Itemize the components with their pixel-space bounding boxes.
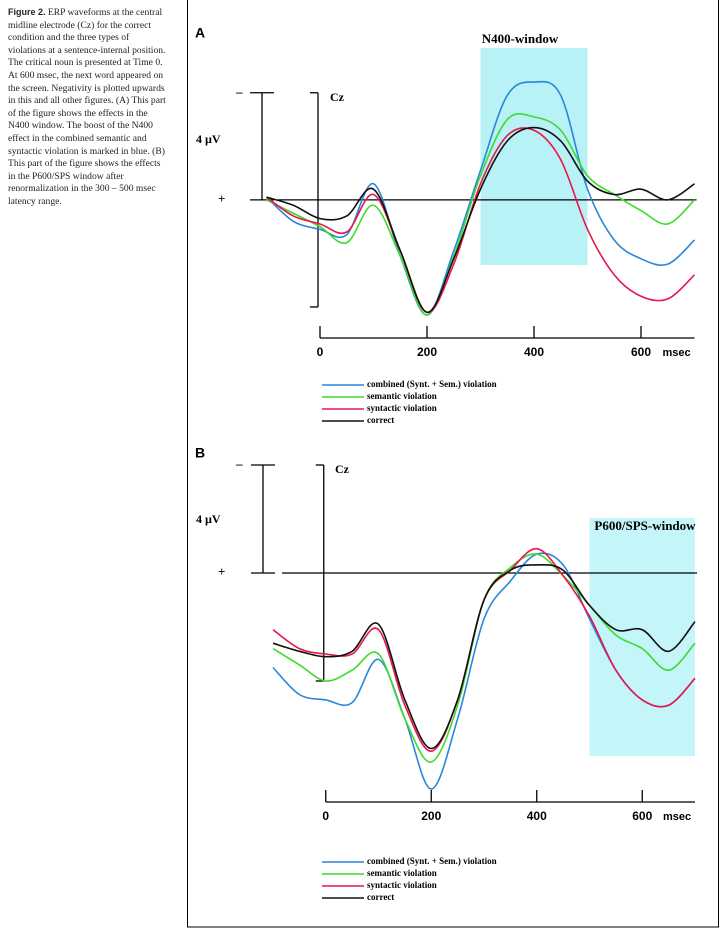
panel-label: B — [195, 445, 205, 461]
caption-text: ERP waveforms at the central midline ele… — [8, 7, 166, 207]
legend-label: semantic violation — [367, 868, 437, 878]
legend-label: syntactic violation — [367, 880, 437, 890]
x-tick-label: 400 — [527, 809, 547, 823]
legend-label: semantic violation — [367, 391, 437, 401]
x-tick-label: 400 — [524, 345, 544, 359]
legend-label: combined (Synt. + Sem.) violation — [367, 379, 497, 389]
caption-label: Figure 2. — [8, 7, 46, 17]
x-tick-label: 200 — [421, 809, 441, 823]
electrode-label: Cz — [330, 90, 345, 104]
x-tick-label: 600 — [631, 345, 651, 359]
waveform — [266, 126, 695, 314]
x-unit: msec — [663, 811, 691, 823]
analysis-window — [589, 518, 695, 756]
x-tick-label: 200 — [417, 345, 437, 359]
waveform — [265, 80, 696, 316]
scale-label: 4 µV — [196, 132, 221, 146]
analysis-window — [480, 48, 588, 265]
pos-label: + — [218, 564, 225, 579]
panel-label: A — [195, 25, 205, 41]
neg-label: – — [235, 84, 243, 99]
legend-label: combined (Synt. + Sem.) violation — [367, 856, 497, 866]
figure-frame — [187, 0, 719, 928]
scale-label: 4 µV — [196, 512, 221, 526]
electrode-label: Cz — [335, 462, 350, 476]
x-unit: msec — [663, 347, 691, 359]
x-tick-label: 0 — [322, 809, 329, 823]
waveform — [272, 563, 696, 750]
legend-label: correct — [367, 415, 394, 425]
pos-label: + — [218, 191, 225, 206]
legend-label: syntactic violation — [367, 403, 437, 413]
neg-label: – — [235, 456, 243, 471]
waveform — [266, 127, 696, 314]
x-tick-label: 0 — [317, 345, 324, 359]
window-title: N400-window — [482, 31, 559, 46]
waveform — [266, 113, 696, 316]
window-title: P600/SPS-window — [594, 518, 696, 533]
legend-label: correct — [367, 892, 394, 902]
caption: Figure 2. ERP waveforms at the central m… — [8, 6, 166, 209]
x-tick-label: 600 — [632, 809, 652, 823]
